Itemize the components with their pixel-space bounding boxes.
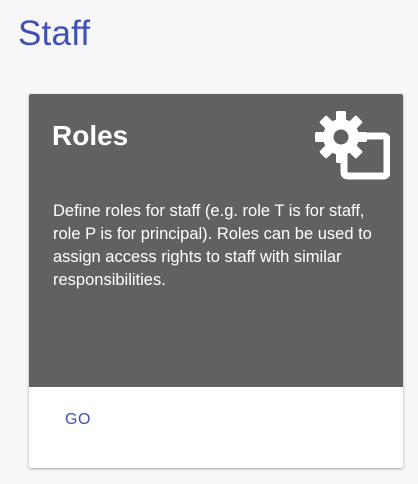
roles-card: Roles Define roles for staff (e.g. role …	[29, 94, 403, 468]
card-header: Roles Define roles for staff (e.g. role …	[29, 94, 403, 387]
go-button[interactable]: GO	[49, 402, 107, 438]
page-title: Staff	[18, 14, 91, 53]
gear-box-icon	[315, 111, 390, 180]
card-actions: GO	[29, 387, 403, 468]
card-title: Roles	[52, 120, 129, 151]
card-description: Define roles for staff (e.g. role T is f…	[53, 202, 372, 289]
